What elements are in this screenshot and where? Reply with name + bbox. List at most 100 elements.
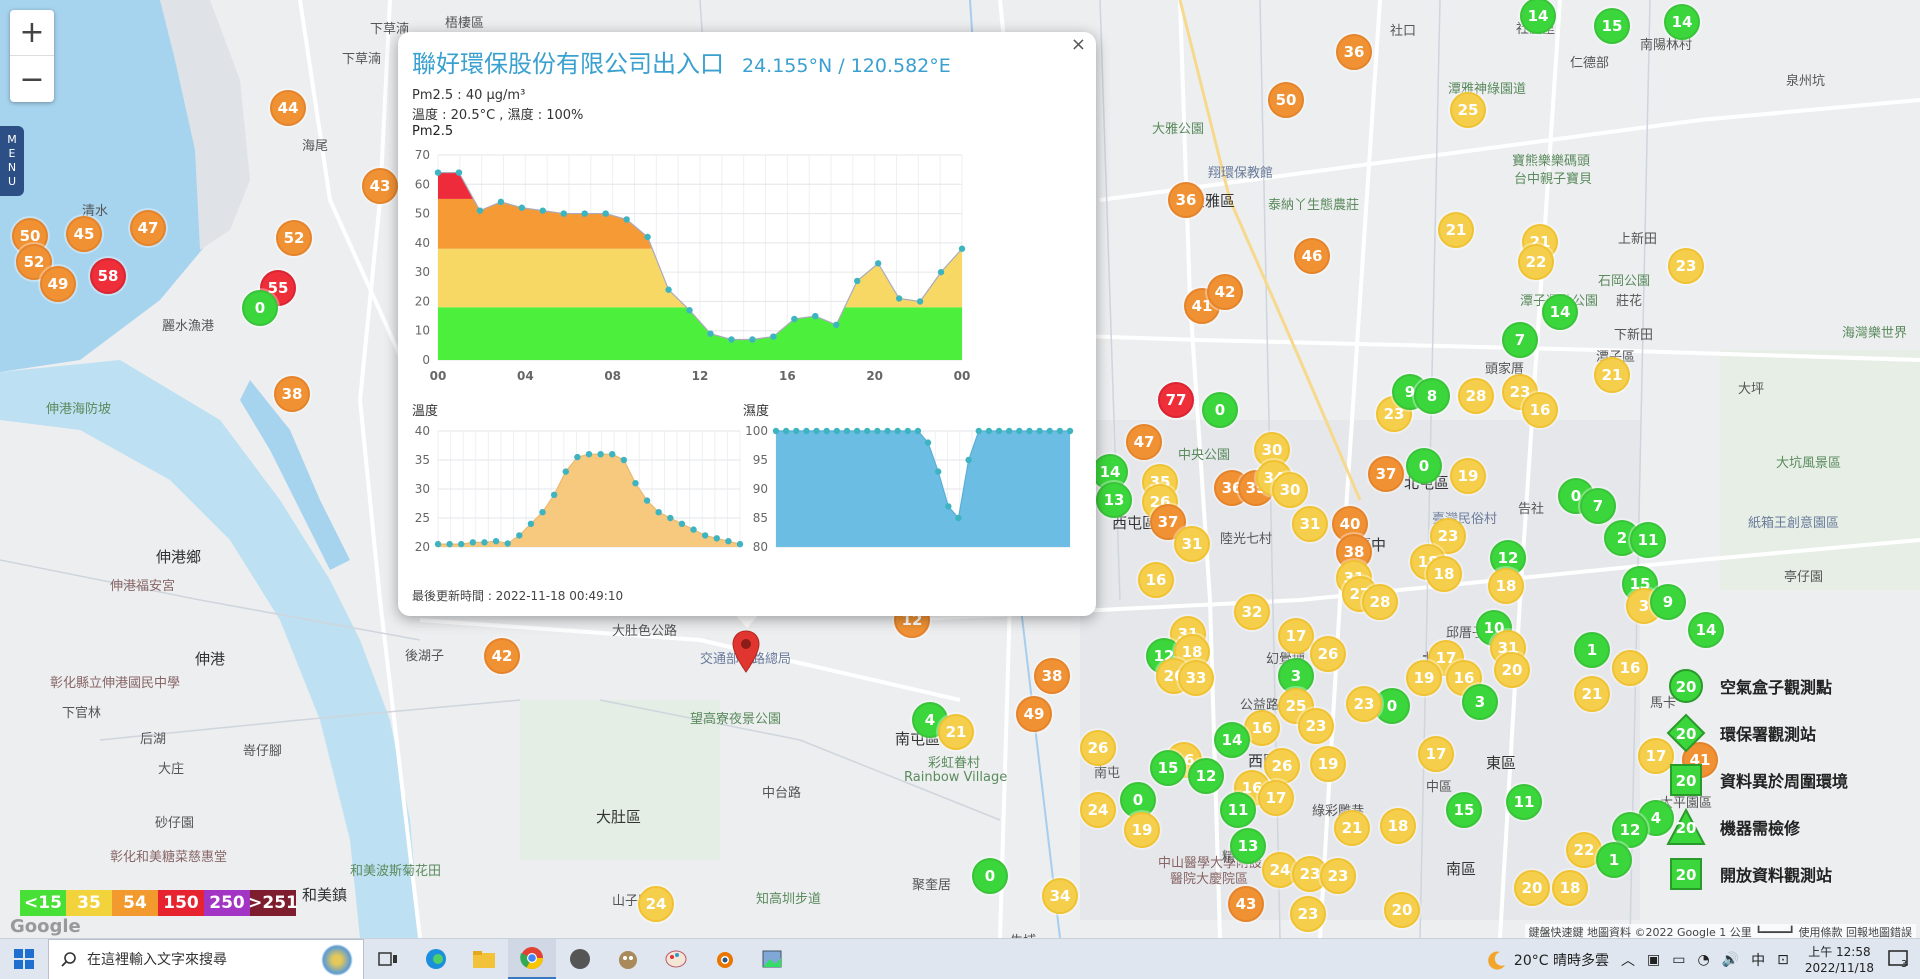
data-point[interactable] (585, 451, 593, 458)
sensor-marker[interactable]: 25 (1450, 92, 1486, 128)
selected-location-pin-icon[interactable] (731, 630, 761, 674)
sensor-marker[interactable]: 15 (1446, 792, 1482, 828)
task-view-icon[interactable] (364, 939, 412, 979)
data-point[interactable] (655, 509, 662, 516)
data-point[interactable] (793, 427, 800, 435)
sensor-marker[interactable]: 47 (1126, 424, 1162, 460)
sensor-marker[interactable]: 26 (1264, 748, 1300, 784)
data-point[interactable] (995, 427, 1003, 435)
menu-tab[interactable]: MENU (0, 126, 24, 196)
sensor-marker[interactable]: 20 (1494, 652, 1530, 688)
sensor-marker[interactable]: 26 (1310, 636, 1346, 672)
sensor-marker[interactable]: 14 (1214, 722, 1250, 758)
sensor-marker[interactable]: 13 (1096, 482, 1132, 518)
sensor-marker[interactable]: 23 (1346, 686, 1382, 722)
ime-indicator[interactable]: 中 (1751, 952, 1766, 969)
sensor-marker[interactable]: 0 (1202, 392, 1238, 428)
sensor-marker[interactable]: 16 (1138, 562, 1174, 598)
data-point[interactable] (985, 427, 993, 435)
data-point[interactable] (497, 198, 505, 206)
sensor-marker[interactable]: 12 (1188, 758, 1224, 794)
sensor-marker[interactable]: 18 (1426, 556, 1462, 592)
data-point[interactable] (632, 480, 639, 487)
data-point[interactable] (935, 468, 942, 475)
data-point[interactable] (833, 427, 841, 435)
data-point[interactable] (895, 295, 903, 302)
network-icon[interactable]: ◔ (1697, 951, 1710, 968)
sensor-marker[interactable]: 21 (1334, 810, 1370, 846)
sensor-marker[interactable]: 24 (638, 886, 674, 922)
data-point[interactable] (975, 427, 982, 435)
blender-app-icon[interactable] (700, 939, 748, 979)
data-point[interactable] (1016, 427, 1023, 435)
battery-icon[interactable]: ▭ (1672, 951, 1686, 968)
sensor-marker[interactable]: 14 (1520, 0, 1556, 34)
sensor-marker[interactable]: 77 (1158, 382, 1194, 418)
data-point[interactable] (782, 427, 790, 435)
data-point[interactable] (1036, 427, 1043, 435)
sensor-marker[interactable]: 49 (40, 266, 76, 302)
data-point[interactable] (434, 540, 442, 548)
data-point[interactable] (823, 427, 830, 435)
data-point[interactable] (560, 210, 567, 217)
data-point[interactable] (772, 427, 780, 435)
data-point[interactable] (791, 315, 798, 323)
sensor-marker[interactable]: 45 (66, 216, 102, 252)
sensor-marker[interactable]: 19 (1124, 812, 1160, 848)
sensor-marker[interactable]: 36 (1168, 182, 1204, 218)
sensor-marker[interactable]: 21 (1574, 676, 1610, 712)
sensor-marker[interactable]: 20 (1514, 870, 1550, 906)
data-point[interactable] (644, 233, 651, 241)
tray-overflow-icon[interactable]: ︿ (1620, 952, 1635, 969)
data-point[interactable] (701, 532, 709, 539)
sensor-marker[interactable]: 18 (1488, 568, 1524, 604)
sensor-marker[interactable]: 31 (1292, 506, 1328, 542)
data-point[interactable] (574, 453, 581, 461)
data-point[interactable] (1056, 427, 1064, 435)
sensor-marker[interactable]: 38 (274, 376, 310, 412)
data-point[interactable] (602, 210, 609, 217)
data-point[interactable] (581, 210, 588, 217)
notification-center-icon[interactable]: 3 (1884, 945, 1914, 975)
map-attribution[interactable]: 鍵盤快速鍵 地圖資料 ©2022 Google 1 公里 ┗━━━━┛ 使用條款… (1524, 924, 1916, 940)
sensor-marker[interactable]: 58 (90, 258, 126, 294)
sensor-marker[interactable]: 43 (1228, 886, 1264, 922)
data-point[interactable] (434, 169, 442, 176)
sensor-marker[interactable]: 46 (1294, 238, 1330, 274)
data-point[interactable] (492, 538, 500, 545)
data-point[interactable] (1026, 427, 1033, 435)
sensor-marker[interactable]: 37 (1368, 456, 1404, 492)
data-point[interactable] (550, 491, 558, 498)
sensor-marker[interactable]: 16 (1522, 392, 1558, 428)
sensor-marker[interactable]: 16 (1244, 710, 1280, 746)
data-point[interactable] (1066, 427, 1074, 435)
data-point[interactable] (707, 330, 714, 337)
sensor-marker[interactable]: 13 (1230, 828, 1266, 864)
data-point[interactable] (643, 497, 651, 504)
data-point[interactable] (725, 538, 732, 545)
data-point[interactable] (1046, 427, 1053, 435)
sensor-marker[interactable]: 23 (1290, 896, 1326, 932)
sensor-marker[interactable]: 0 (242, 290, 278, 326)
file-explorer-icon[interactable] (460, 939, 508, 979)
sensor-marker[interactable]: 31 (1174, 526, 1210, 562)
sensor-marker[interactable]: 52 (276, 220, 312, 256)
data-point[interactable] (874, 427, 881, 435)
sensor-marker[interactable]: 8 (1414, 378, 1450, 414)
data-point[interactable] (469, 539, 477, 546)
data-point[interactable] (958, 245, 966, 252)
sensor-marker[interactable]: 28 (1362, 584, 1398, 620)
sensor-marker[interactable]: 18 (1552, 870, 1588, 906)
clock[interactable]: 上午 12:58 2022/11/18 (1805, 944, 1874, 976)
sensor-marker[interactable]: 21 (1594, 357, 1630, 393)
close-icon[interactable]: × (1070, 34, 1086, 55)
data-point[interactable] (539, 207, 546, 214)
data-point[interactable] (843, 427, 851, 435)
data-point[interactable] (853, 427, 861, 435)
sensor-marker[interactable]: 19 (1310, 746, 1346, 782)
sensor-marker[interactable]: 34 (1042, 878, 1078, 914)
data-point[interactable] (770, 333, 777, 340)
sensor-marker[interactable]: 14 (1688, 612, 1724, 648)
data-point[interactable] (458, 540, 465, 548)
sensor-marker[interactable]: 23 (1298, 708, 1334, 744)
